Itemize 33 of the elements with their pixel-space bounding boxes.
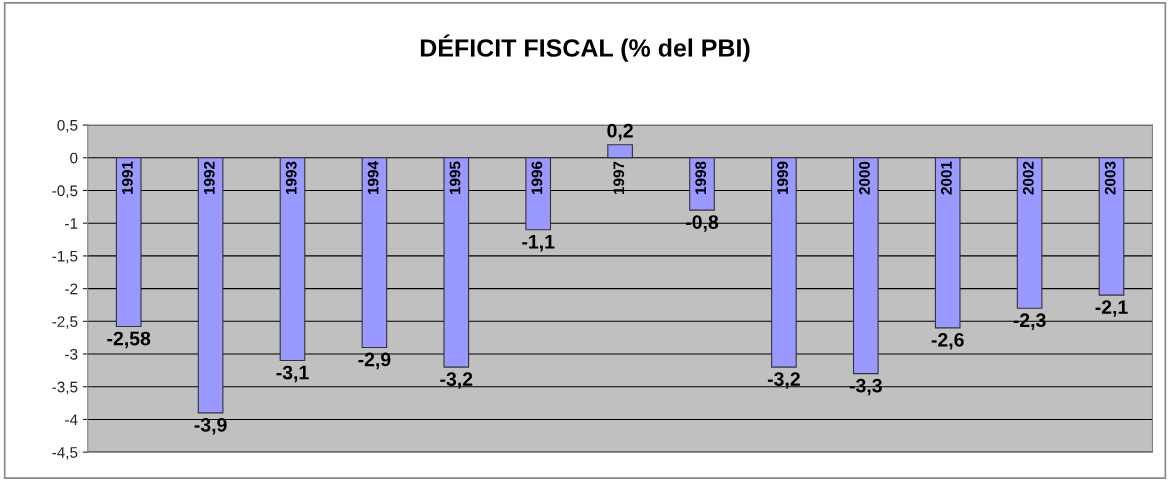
x-tick-label: 1996 [531, 161, 543, 195]
y-tick-label: 0,5 [57, 119, 78, 133]
y-tick-label: -1 [65, 218, 78, 229]
y-tick-label: -2 [65, 283, 78, 295]
x-tick-label: 1991 [121, 161, 133, 195]
data-label: -2,58 [107, 331, 151, 349]
data-label: -3,2 [440, 372, 473, 389]
data-label: 0,2 [607, 123, 633, 141]
x-tick-label: 1993 [285, 161, 297, 195]
y-tick-label: -1,5 [52, 250, 78, 264]
data-label: -2,9 [358, 352, 391, 370]
y-tick-label: -2,5 [52, 316, 78, 329]
data-label: -3,1 [276, 365, 309, 383]
x-tick-label: 2002 [1022, 161, 1034, 195]
y-tick-label: -4,5 [52, 447, 78, 460]
y-tick-label: -3,5 [52, 381, 78, 395]
x-tick-label: 2000 [859, 161, 870, 195]
y-tick-label: -3 [65, 348, 78, 360]
x-tick-label: 1992 [203, 161, 215, 195]
data-label: -2,1 [1095, 300, 1128, 317]
data-label: -1,1 [522, 235, 555, 252]
x-tick-label: 1995 [449, 161, 461, 195]
y-tick-label: -4 [65, 414, 78, 425]
x-tick-label: 2001 [940, 161, 952, 195]
x-tick-label: 2003 [1104, 161, 1116, 195]
data-label: -3,2 [767, 372, 800, 389]
x-tick-label: 1998 [695, 161, 707, 195]
chart-title: DÉFICIT FISCAL (% del PBI) [420, 34, 750, 62]
y-tick-label: -0,5 [52, 185, 78, 198]
x-tick-label: 1999 [777, 161, 788, 195]
y-tick-label: 0 [70, 152, 78, 164]
x-tick-label: 1994 [367, 161, 379, 195]
data-label: -2,6 [931, 332, 964, 350]
